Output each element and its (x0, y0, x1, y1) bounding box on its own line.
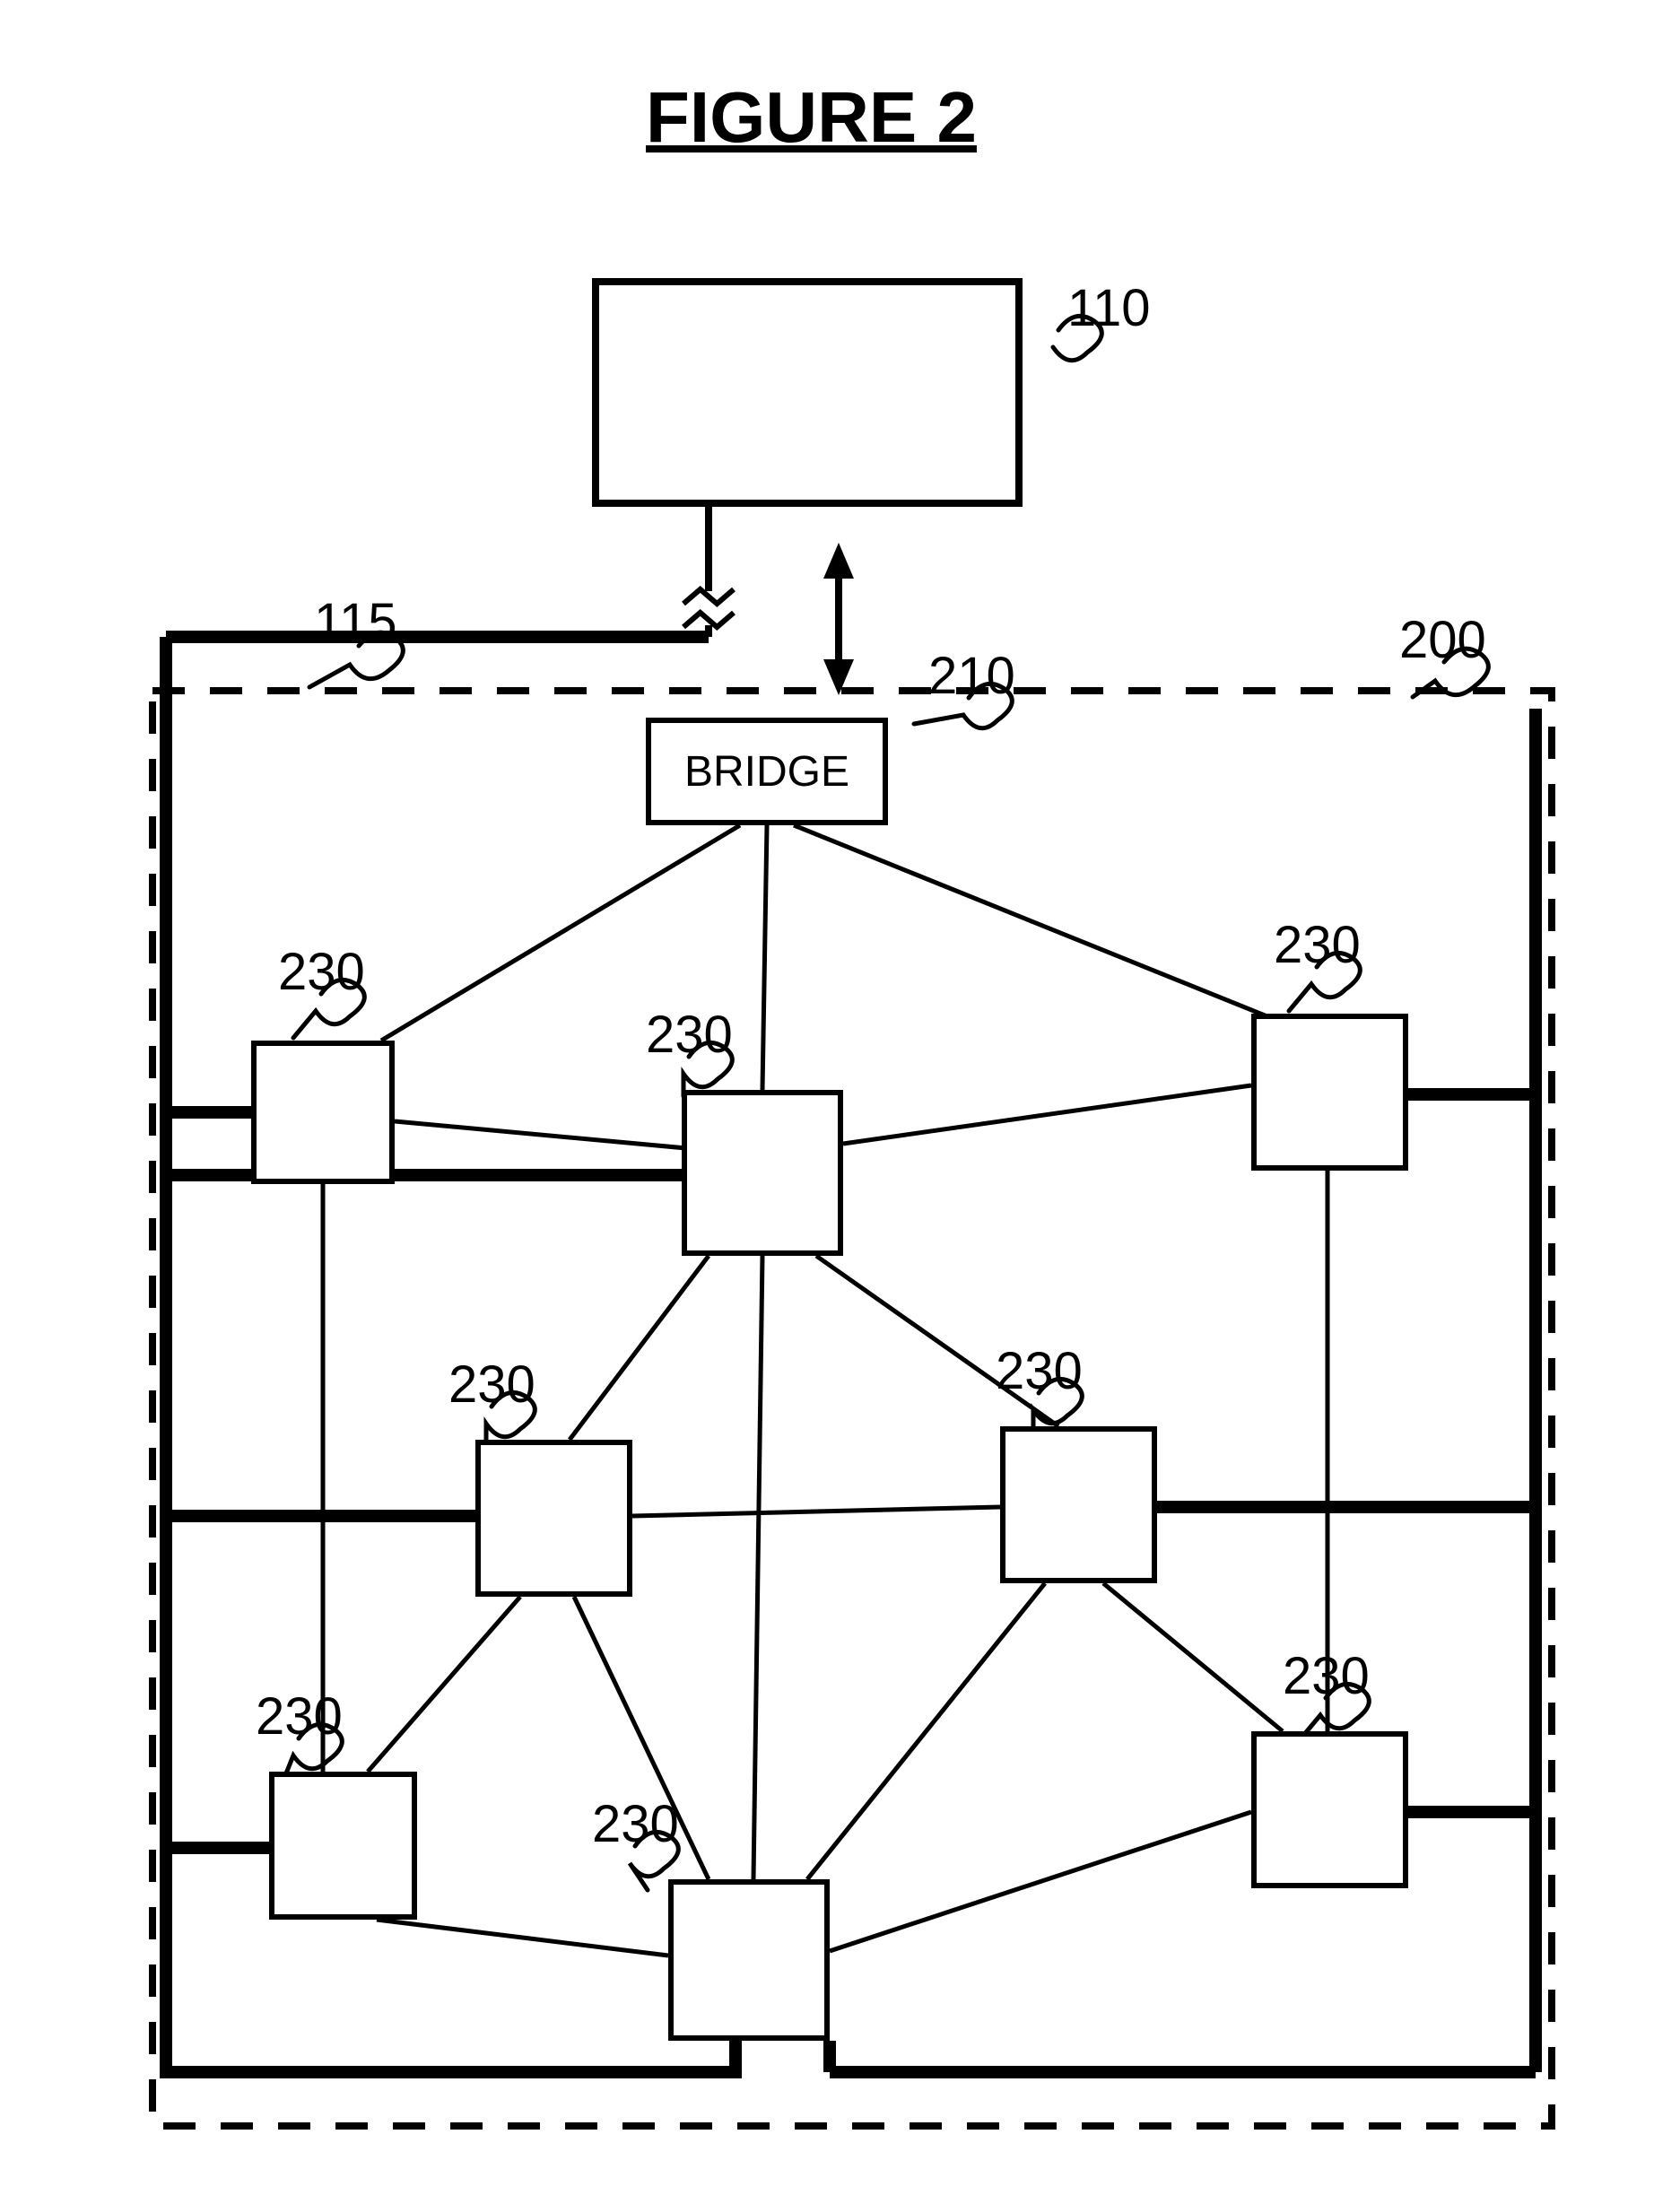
node-230 (1251, 1014, 1408, 1171)
node-230 (668, 1879, 830, 2041)
node-230 (475, 1440, 632, 1597)
ref-label-230: 230 (448, 1355, 535, 1415)
ref-label-230: 230 (256, 1686, 343, 1747)
external-block-110 (592, 278, 1023, 507)
node-230 (1251, 1731, 1408, 1888)
ref-label-200: 200 (1399, 610, 1486, 670)
bridge-block-210: BRIDGE (646, 718, 888, 825)
ref-label-210: 210 (928, 646, 1015, 706)
ref-label-230: 230 (278, 942, 365, 1002)
node-230 (251, 1041, 395, 1184)
ref-label-230: 230 (646, 1005, 733, 1065)
ref-label-230: 230 (996, 1341, 1083, 1401)
node-230 (1000, 1426, 1157, 1583)
node-230 (269, 1772, 417, 1920)
figure-stage: FIGURE 2 BRIDGE 110115210200230230230230… (0, 0, 1680, 2204)
ref-label-230: 230 (1283, 1646, 1370, 1706)
ref-label-110: 110 (1067, 278, 1150, 338)
ref-label-115: 115 (314, 592, 396, 652)
bridge-label: BRIDGE (684, 747, 849, 797)
ref-label-230: 230 (592, 1794, 679, 1854)
node-230 (682, 1090, 843, 1256)
ref-label-230: 230 (1274, 915, 1361, 975)
